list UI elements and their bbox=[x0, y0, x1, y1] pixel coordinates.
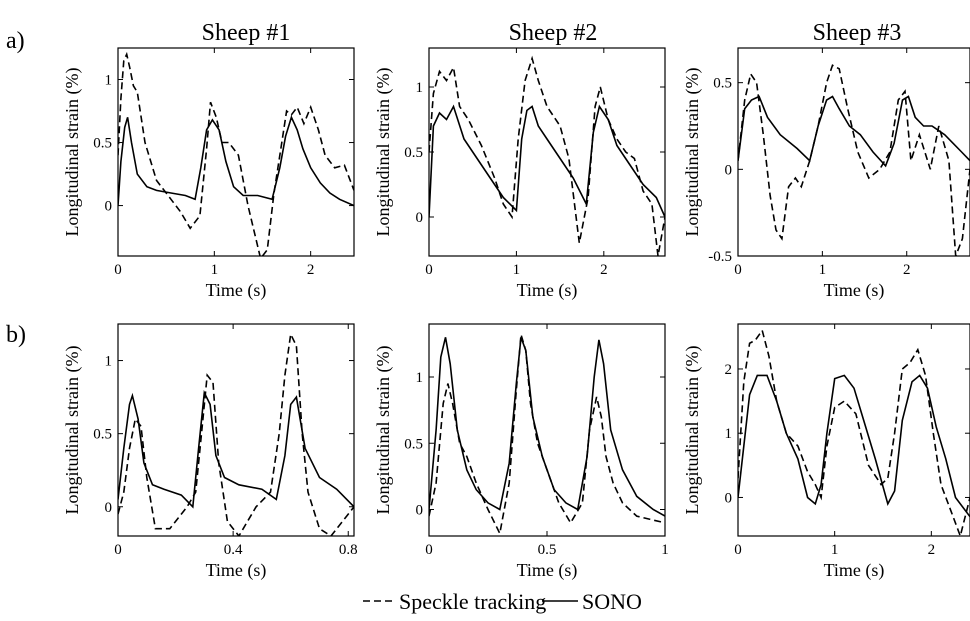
x-tick-label: 0 bbox=[114, 262, 122, 278]
y-tick-label: 0.5 bbox=[404, 436, 423, 452]
x-tick-label: 0 bbox=[425, 262, 433, 278]
y-axis-label: Longitudinal strain (%) bbox=[62, 68, 83, 237]
row-label-a: a) bbox=[6, 28, 25, 54]
x-axis-label: Time (s) bbox=[824, 560, 885, 581]
x-tick-label: 1 bbox=[831, 542, 839, 558]
y-tick-label: 0 bbox=[725, 162, 733, 178]
axes-frame bbox=[428, 323, 666, 537]
y-tick-label: 0.5 bbox=[713, 76, 732, 92]
column-title-sheep-3: Sheep #3 bbox=[813, 20, 902, 46]
x-axis-label: Time (s) bbox=[517, 560, 578, 581]
x-tick-label: 1 bbox=[819, 262, 827, 278]
chart-panel: 0 0.4 0.8 0 0.5 1 Time (s) Longitudinal strain … bbox=[62, 323, 358, 581]
x-tick-label: 1 bbox=[513, 262, 521, 278]
x-tick-label: 1 bbox=[661, 542, 669, 558]
series-line-speckle-tracking bbox=[118, 331, 354, 536]
x-tick-label: 2 bbox=[600, 262, 608, 278]
y-axis-label: Longitudinal strain (%) bbox=[62, 346, 83, 515]
y-tick-label: 0 bbox=[416, 503, 424, 519]
axes-frame bbox=[737, 323, 970, 537]
x-axis-label: Time (s) bbox=[517, 280, 578, 301]
y-tick-label: 0 bbox=[105, 199, 113, 215]
series-line-speckle-tracking bbox=[738, 64, 970, 256]
y-tick-label: 1 bbox=[105, 354, 113, 370]
series-line-speckle-tracking bbox=[429, 55, 665, 256]
x-tick-label: 2 bbox=[903, 262, 911, 278]
column-title-sheep-2: Sheep #2 bbox=[509, 20, 598, 46]
x-tick-label: 0 bbox=[114, 542, 122, 558]
series-line-speckle-tracking bbox=[429, 334, 665, 536]
x-tick-label: 2 bbox=[307, 262, 315, 278]
y-tick-label: 0.5 bbox=[93, 427, 112, 443]
x-tick-label: 0.4 bbox=[224, 542, 243, 558]
column-title-sheep-1: Sheep #1 bbox=[202, 20, 291, 46]
y-axis-label: Longitudinal strain (%) bbox=[682, 346, 703, 515]
series-line-sono bbox=[429, 104, 665, 218]
chart-panel: 0 1 2 0 0.5 1 Time (s) Longitudinal strain (%) bbox=[373, 47, 666, 301]
series-line-speckle-tracking bbox=[738, 328, 970, 536]
axes-frame bbox=[117, 47, 355, 257]
y-axis-label: Longitudinal strain (%) bbox=[373, 346, 394, 515]
x-tick-label: 2 bbox=[928, 542, 936, 558]
series-line-sono bbox=[429, 337, 665, 517]
x-tick-label: 0 bbox=[425, 542, 433, 558]
y-tick-label: 1 bbox=[416, 80, 424, 96]
legend-label-speckle-tracking: Speckle tracking bbox=[399, 589, 546, 614]
y-tick-label: 0 bbox=[416, 210, 424, 226]
legend: Speckle tracking SONO bbox=[363, 589, 642, 614]
y-tick-label: 1 bbox=[416, 370, 424, 386]
series-line-sono bbox=[118, 115, 354, 207]
x-tick-label: 0 bbox=[734, 262, 742, 278]
series-line-sono bbox=[738, 95, 970, 168]
series-line-speckle-tracking bbox=[118, 51, 354, 256]
chart-panel: 0 1 2 0 1 2 Time (s) Longitudinal strain (%) bbox=[682, 323, 970, 581]
series-line-sono bbox=[118, 389, 354, 509]
x-tick-label: 0.8 bbox=[339, 542, 358, 558]
x-axis-label: Time (s) bbox=[206, 560, 267, 581]
y-axis-label: Longitudinal strain (%) bbox=[373, 68, 394, 237]
y-tick-label: 1 bbox=[725, 426, 733, 442]
chart-panel: 0 0.5 1 0 0.5 1 Time (s) Longitudinal strain (%… bbox=[373, 323, 669, 581]
y-tick-label: 1 bbox=[105, 73, 113, 89]
y-tick-label: 0 bbox=[105, 500, 113, 516]
x-tick-label: 0.5 bbox=[538, 542, 557, 558]
y-tick-label: -0.5 bbox=[708, 249, 732, 265]
y-tick-label: 0 bbox=[725, 490, 733, 506]
x-axis-label: Time (s) bbox=[824, 280, 885, 301]
x-tick-label: 0 bbox=[734, 542, 742, 558]
row-label-b: b) bbox=[6, 322, 26, 348]
legend-label-sono: SONO bbox=[582, 589, 642, 614]
x-axis-label: Time (s) bbox=[206, 280, 267, 301]
y-axis-label: Longitudinal strain (%) bbox=[682, 68, 703, 237]
axes-frame bbox=[737, 47, 970, 257]
y-tick-label: 0.5 bbox=[404, 145, 423, 161]
series-line-sono bbox=[738, 374, 970, 518]
axes-frame bbox=[117, 323, 355, 537]
y-tick-label: 2 bbox=[725, 362, 733, 378]
chart-panel: 0 1 2 0 0.5 1 Time (s) Longitudinal strain (%) bbox=[62, 47, 355, 301]
x-tick-label: 1 bbox=[211, 262, 219, 278]
y-tick-label: 0.5 bbox=[93, 136, 112, 152]
axes-frame bbox=[428, 47, 666, 257]
